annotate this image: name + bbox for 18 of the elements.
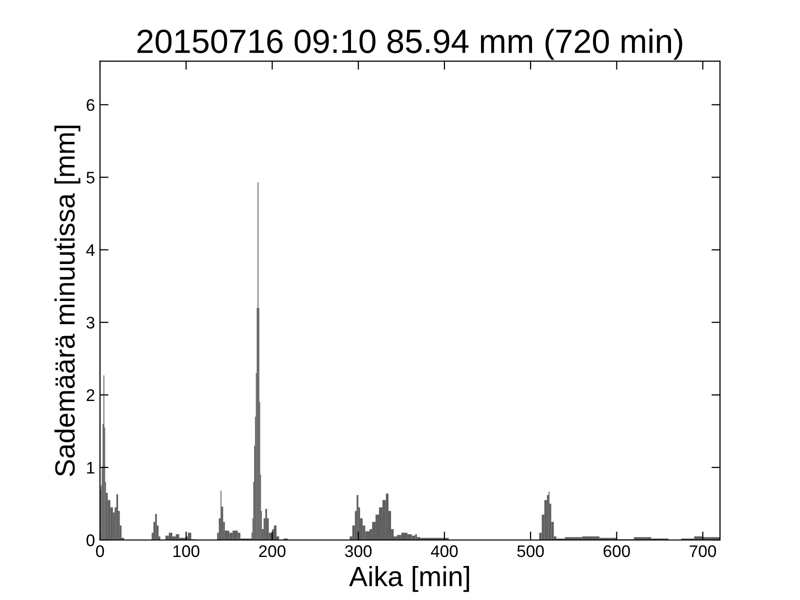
- x-tick-label: 600: [604, 545, 630, 558]
- y-tick-label: 1: [87, 462, 94, 474]
- y-tick-label: 5: [86, 172, 94, 184]
- x-tick-label: 400: [430, 545, 458, 558]
- y-tick-label: 0: [86, 534, 94, 546]
- chart-title: 20150716 09:10 85.94 mm (720 min): [137, 28, 682, 60]
- x-axis-title: Aika [min]: [349, 566, 469, 592]
- x-tick-label: 500: [517, 545, 544, 558]
- y-tick-label: 4: [86, 244, 95, 256]
- x-tick-label: 200: [259, 545, 286, 558]
- y-tick-label: 6: [86, 99, 94, 111]
- y-tick-label: 2: [86, 389, 94, 401]
- x-tick-label: 300: [345, 545, 372, 558]
- x-tick-label: 100: [173, 545, 200, 558]
- x-tick-label: 700: [690, 545, 716, 558]
- y-axis-title: Sademäärä minuutissa [mm]: [54, 126, 80, 476]
- y-tick-label: 3: [86, 316, 94, 329]
- x-tick-label: 0: [96, 545, 104, 558]
